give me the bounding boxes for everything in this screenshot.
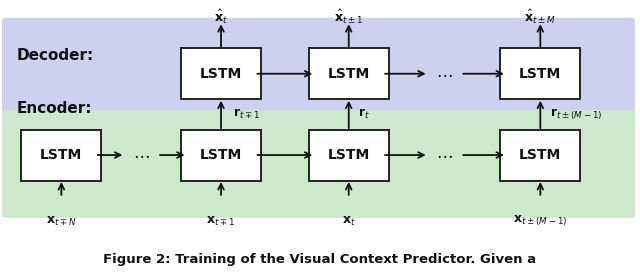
Text: $\mathbf{r}_{t}$: $\mathbf{r}_{t}$ <box>358 107 371 121</box>
FancyBboxPatch shape <box>22 130 101 181</box>
FancyBboxPatch shape <box>500 48 580 99</box>
Text: LSTM: LSTM <box>328 67 370 81</box>
FancyBboxPatch shape <box>2 110 635 218</box>
FancyBboxPatch shape <box>181 130 261 181</box>
FancyBboxPatch shape <box>2 18 635 120</box>
Text: $\mathbf{r}_{t\pm(M-1)}$: $\mathbf{r}_{t\pm(M-1)}$ <box>550 107 602 122</box>
Text: LSTM: LSTM <box>200 67 242 81</box>
Text: $\cdots$: $\cdots$ <box>436 146 453 164</box>
Text: LSTM: LSTM <box>40 148 83 162</box>
FancyBboxPatch shape <box>309 48 388 99</box>
Text: $\mathbf{r}_{t\mp 1}$: $\mathbf{r}_{t\mp 1}$ <box>232 107 260 121</box>
Text: $\cdots$: $\cdots$ <box>436 65 453 83</box>
FancyBboxPatch shape <box>309 130 388 181</box>
Text: LSTM: LSTM <box>519 67 561 81</box>
Text: $\cdots$: $\cdots$ <box>133 146 150 164</box>
Text: LSTM: LSTM <box>519 148 561 162</box>
Text: LSTM: LSTM <box>200 148 242 162</box>
FancyBboxPatch shape <box>500 130 580 181</box>
FancyBboxPatch shape <box>181 48 261 99</box>
Text: $\mathbf{x}_{t}$: $\mathbf{x}_{t}$ <box>342 215 356 228</box>
Text: LSTM: LSTM <box>328 148 370 162</box>
Text: $\hat{\mathbf{x}}_{t}$: $\hat{\mathbf{x}}_{t}$ <box>214 7 228 26</box>
Text: Encoder:: Encoder: <box>17 101 92 116</box>
Text: $\mathbf{x}_{t\pm(M-1)}$: $\mathbf{x}_{t\pm(M-1)}$ <box>513 214 568 228</box>
Text: $\hat{\mathbf{x}}_{t\pm 1}$: $\hat{\mathbf{x}}_{t\pm 1}$ <box>334 7 364 26</box>
Text: Decoder:: Decoder: <box>17 48 94 63</box>
Text: $\mathbf{x}_{t\mp 1}$: $\mathbf{x}_{t\mp 1}$ <box>207 215 236 228</box>
Text: $\hat{\mathbf{x}}_{t\pm M}$: $\hat{\mathbf{x}}_{t\pm M}$ <box>525 7 556 26</box>
Text: Figure 2: Training of the Visual Context Predictor. Given a: Figure 2: Training of the Visual Context… <box>104 253 536 266</box>
Text: $\mathbf{x}_{t\mp N}$: $\mathbf{x}_{t\mp N}$ <box>46 215 77 228</box>
